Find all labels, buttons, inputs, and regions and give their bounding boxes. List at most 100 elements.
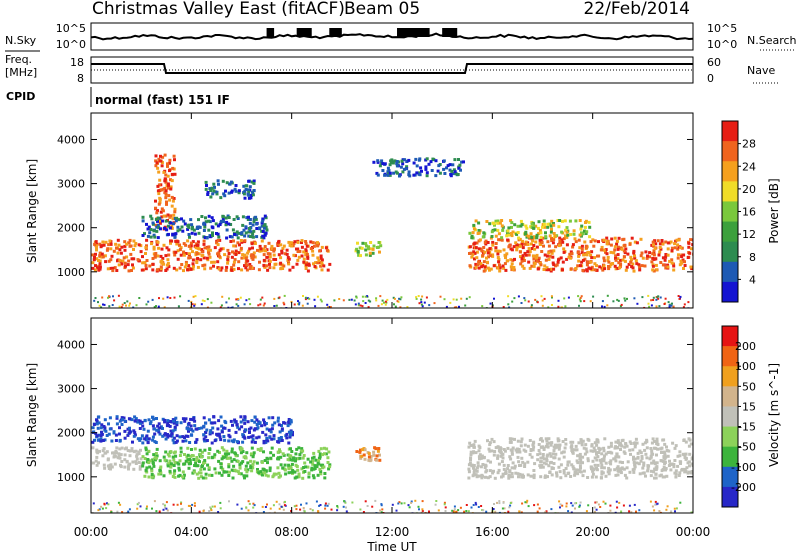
colorbar-segment [722, 141, 738, 162]
y-tick-label: 2000 [57, 427, 85, 440]
colorbar-segment [722, 326, 738, 347]
heatmap-region [141, 214, 269, 240]
noise-tick-right-low: 10^0 [707, 38, 737, 51]
velocity-panel-background [91, 318, 693, 513]
x-tick-label: 04:00 [174, 525, 209, 539]
freq-tick-high: 18 [70, 56, 84, 69]
x-axis-label: Time UT [366, 540, 417, 554]
noise-tick-left-low: 10^0 [56, 38, 86, 51]
heatmap-region [91, 415, 294, 445]
x-tick-label: 20:00 [575, 525, 610, 539]
heatmap-region [467, 437, 693, 480]
colorbar-frame [721, 325, 739, 508]
colorbar-tick-label: 50 [742, 380, 756, 393]
colorbar-tick-label: 24 [742, 160, 756, 173]
nsky-label: N.Sky [5, 34, 37, 47]
colorbar-segment [722, 201, 738, 223]
noise-tick-left-high: 10^5 [56, 22, 86, 35]
colorbar-segment [722, 281, 738, 303]
near-range-speckle [93, 294, 693, 308]
freq-label: Freq. [5, 53, 32, 66]
colorbar-segment [722, 366, 738, 387]
colorbar-segment [722, 261, 738, 283]
date-label: 22/Feb/2014 [584, 0, 690, 19]
freq-series [91, 63, 693, 74]
heatmap-region [467, 236, 693, 273]
nsky-spike [266, 28, 275, 37]
x-tick-label: 00:00 [676, 525, 711, 539]
colorbar-tick-label: -15 [738, 421, 756, 434]
power-colorbar-label: Power [dB] [767, 178, 781, 243]
colorbar-segment [722, 221, 738, 243]
y-tick-label: 3000 [57, 383, 85, 396]
noise-tick-right-high: 10^5 [707, 22, 737, 35]
power-y-axis-label: Slant Range [km] [25, 159, 39, 263]
cpid-label: CPID [6, 90, 35, 103]
velocity-colorbar-label: Velocity [m s^-1] [767, 363, 781, 467]
nsky-spike [397, 28, 430, 37]
freq-tick-low: 8 [77, 72, 84, 85]
colorbar-tick-label: 20 [742, 183, 756, 196]
power-y-axis: 1000 2000 3000 4000 [57, 133, 693, 279]
velocity-colorbar: 200 100 50 15 -15 -50 -100 -200 [721, 325, 756, 508]
nsky-spike [442, 28, 458, 37]
power-panel-background [91, 113, 693, 308]
colorbar-segment [722, 121, 738, 142]
station-title: Christmas Valley East (fitACF) [92, 0, 345, 19]
colorbar-tick-label: 200 [735, 340, 756, 353]
y-tick-label: 2000 [57, 222, 85, 235]
heatmap-region [141, 446, 332, 480]
heatmap-region [372, 157, 465, 178]
colorbar-tick-label: -50 [738, 441, 756, 454]
colorbar-tick-label: -100 [731, 461, 756, 474]
nave-tick-high: 60 [707, 56, 721, 69]
x-tick-label: 00:00 [74, 525, 109, 539]
colorbar-segment [722, 426, 738, 448]
nsky-spike [296, 28, 312, 37]
heatmap-region [91, 446, 144, 471]
y-tick-label: 4000 [57, 338, 85, 351]
colorbar-tick-label: 16 [742, 206, 756, 219]
nave-tick-low: 0 [707, 72, 714, 85]
x-tick-label: 16:00 [475, 525, 510, 539]
colorbar-segment [722, 386, 738, 407]
colorbar-segment [722, 446, 738, 468]
colorbar-segment [722, 346, 738, 367]
colorbar-tick-label: 12 [742, 228, 756, 241]
colorbar-segment [722, 466, 738, 488]
near-range-speckle [91, 499, 693, 513]
colorbar-tick-label: 15 [742, 400, 756, 413]
time-axis: 00:00 04:00 08:00 12:00 16:00 20:00 00:00 [74, 113, 711, 539]
colorbar-segment [722, 181, 738, 202]
x-tick-label: 12:00 [375, 525, 410, 539]
colorbar-segment [722, 241, 738, 263]
y-tick-label: 3000 [57, 178, 85, 191]
power-heatmap [91, 153, 693, 308]
beam-label: Beam 05 [344, 0, 420, 19]
heatmap-region [355, 446, 382, 463]
colorbar-segment [722, 486, 738, 508]
colorbar-tick-label: -200 [731, 481, 756, 494]
y-tick-label: 1000 [57, 266, 85, 279]
colorbar-segment [722, 161, 738, 182]
heatmap-region [468, 219, 592, 240]
velocity-y-axis-label: Slant Range [km] [25, 363, 39, 467]
nave-label: Nave [747, 64, 775, 77]
nsearch-label: N.Search [747, 34, 797, 47]
colorbar-tick-label: 8 [749, 251, 756, 264]
colorbar-tick-label: 4 [749, 273, 756, 286]
cpid-value: normal (fast) 151 IF [95, 93, 230, 107]
colorbar-tick-label: 100 [735, 360, 756, 373]
heatmap-region [354, 241, 383, 258]
power-colorbar: 28 24 20 16 12 8 4 [721, 120, 756, 303]
velocity-y-axis: 1000 2000 3000 4000 [57, 338, 693, 484]
heatmap-region [204, 179, 256, 200]
y-tick-label: 1000 [57, 471, 85, 484]
nsky-series [90, 32, 694, 41]
freq-units-label: [MHz] [5, 66, 37, 79]
heatmap-region [91, 238, 332, 273]
colorbar-tick-label: 28 [742, 138, 756, 151]
colorbar-segment [722, 406, 738, 428]
nsky-spikes [266, 28, 458, 37]
